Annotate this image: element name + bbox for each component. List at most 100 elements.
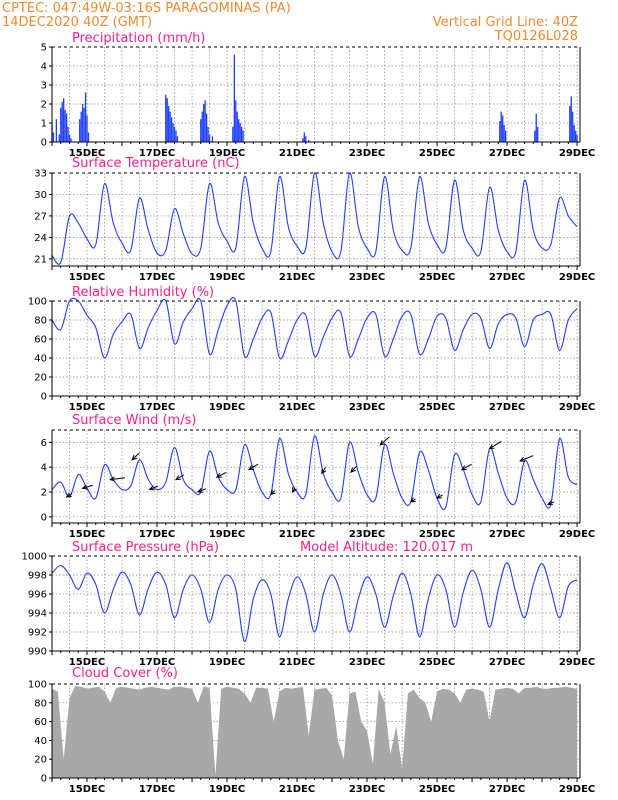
rh-xtick-label: 23DEC (349, 402, 385, 413)
precip-bar (308, 140, 310, 142)
precip-bar (83, 107, 85, 142)
precip-bar (64, 109, 66, 142)
cloud-xtick-label: 17DEC (139, 784, 175, 795)
precip-bar (67, 126, 69, 142)
wind-xtick-label: 29DEC (559, 529, 595, 540)
precip-bar (240, 126, 243, 142)
precip-bar (569, 105, 571, 142)
pressure-xtick-label: 23DEC (349, 657, 385, 668)
rh-xtick-label: 29DEC (559, 402, 595, 413)
rh-xtick-label: 27DEC (489, 402, 525, 413)
cloud-xtick-label: 25DEC (419, 784, 455, 795)
precip-bar (499, 121, 501, 142)
wind-arrow-shaft (489, 441, 502, 450)
precip-bar (201, 111, 203, 142)
wind-xtick-label: 19DEC (209, 529, 245, 540)
precip-bar (166, 98, 168, 142)
precip-bar (200, 119, 202, 142)
temp-xtick-label: 27DEC (489, 272, 525, 283)
precip-bar (173, 126, 176, 142)
wind-xtick-label: 27DEC (489, 529, 525, 540)
precip-bar (573, 124, 575, 142)
precip-bar (302, 138, 304, 142)
wind-arrow-shaft (131, 452, 140, 461)
precip-xtick-label: 17DEC (139, 148, 175, 159)
pressure-series-line (51, 562, 578, 643)
wind-ytick-label: 0 (41, 512, 47, 523)
precip-bar (207, 126, 209, 142)
wind-arrow-head (379, 440, 386, 446)
precip-bar (175, 130, 177, 142)
wind-arrow-shaft (461, 463, 472, 471)
precip-bar (172, 123, 174, 142)
wind-title: Surface Wind (m/s) (72, 413, 196, 428)
precip-bar (235, 100, 237, 142)
wind-xtick-label: 15DEC (69, 529, 105, 540)
precip-ytick-label: 4 (41, 62, 47, 73)
cloud-xtick-label: 29DEC (559, 784, 595, 795)
wind-arrow (292, 487, 297, 494)
wind-arrow-head (436, 493, 443, 499)
wind-arrow-head (196, 487, 203, 493)
wind-ytick-label: 4 (41, 463, 47, 474)
rh-xtick-label: 21DEC (279, 402, 315, 413)
precip-bar (242, 130, 244, 142)
wind-arrow (379, 436, 390, 446)
wind-arrow (546, 500, 555, 506)
precip-bar (534, 130, 536, 142)
precip-bar (236, 111, 238, 142)
precip-ytick-label: 3 (41, 81, 47, 92)
pressure-ytick-label: 994 (28, 609, 47, 620)
precip-bar (61, 102, 63, 142)
wind-xtick-label: 25DEC (419, 529, 455, 540)
precip-xtick-label: 27DEC (489, 148, 525, 159)
temp-ytick-label: 24 (34, 233, 47, 244)
cloud-ytick-label: 20 (34, 755, 47, 766)
precip-xtick-label: 29DEC (559, 148, 595, 159)
wind-arrow-head (215, 472, 222, 478)
precip-bar (500, 111, 502, 142)
cloud-ytick-label: 40 (34, 736, 47, 747)
precip-bar (165, 94, 167, 142)
cloud-ytick-label: 80 (34, 698, 47, 709)
precip-bar (70, 138, 72, 142)
precip-panel: 0 1 2 3 4 5 15DEC 17DEC 19DEC 21DEC 23DEC 25DEC 27DE… (41, 43, 596, 160)
precip-bar (211, 136, 214, 142)
pressure-ytick-label: 998 (28, 571, 47, 582)
precip-bar (572, 111, 574, 142)
precip-ytick-label: 5 (41, 43, 47, 54)
rh-ytick-label: 0 (41, 392, 47, 403)
precip-bar (55, 119, 58, 142)
precip-bar (576, 134, 578, 142)
wind-arrow-shaft (82, 484, 94, 489)
rh-xtick-label: 19DEC (209, 402, 245, 413)
wind-arrow-head (175, 475, 182, 481)
panels: 0 1 2 3 4 5 15DEC 17DEC 19DEC 21DEC 23DEC 25DEC 27DE… (22, 43, 596, 796)
pressure-annotation: Model Altitude: 120.017 m (300, 540, 473, 555)
precip-xtick-label: 21DEC (279, 148, 315, 159)
temp-xtick-label: 23DEC (349, 272, 385, 283)
temp-ytick-label: 21 (34, 254, 47, 265)
wind-arrow-head (292, 487, 297, 494)
rh-ytick-label: 100 (28, 297, 47, 308)
precip-bar (87, 132, 90, 142)
precip-bar (305, 136, 307, 142)
wind-xtick-label: 21DEC (279, 529, 315, 540)
cloud-ytick-label: 0 (41, 774, 47, 785)
precip-bar (68, 134, 71, 142)
precip-ytick-label: 1 (41, 119, 47, 130)
wind-arrow-shaft (248, 463, 259, 471)
temp-xtick-label: 19DEC (209, 272, 245, 283)
pressure-xtick-label: 15DEC (69, 657, 105, 668)
pressure-xtick-label: 19DEC (209, 657, 245, 668)
precip-bar (86, 115, 88, 142)
temp-ytick-label: 27 (34, 211, 47, 222)
cloud-xtick-label: 19DEC (209, 784, 245, 795)
wind-arrow (350, 465, 357, 474)
wind-arrow-head (519, 456, 526, 462)
wind-arrow (175, 474, 185, 481)
header-right-line2: TQ0126L028 (494, 29, 578, 44)
wind-ytick-label: 2 (41, 488, 47, 499)
cloud-ytick-label: 100 (28, 680, 47, 691)
rh-xtick-label: 25DEC (419, 402, 455, 413)
